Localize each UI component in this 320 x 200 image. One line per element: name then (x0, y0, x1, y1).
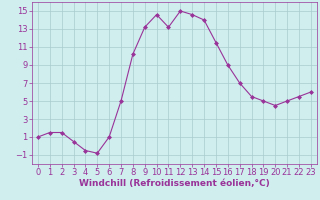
X-axis label: Windchill (Refroidissement éolien,°C): Windchill (Refroidissement éolien,°C) (79, 179, 270, 188)
